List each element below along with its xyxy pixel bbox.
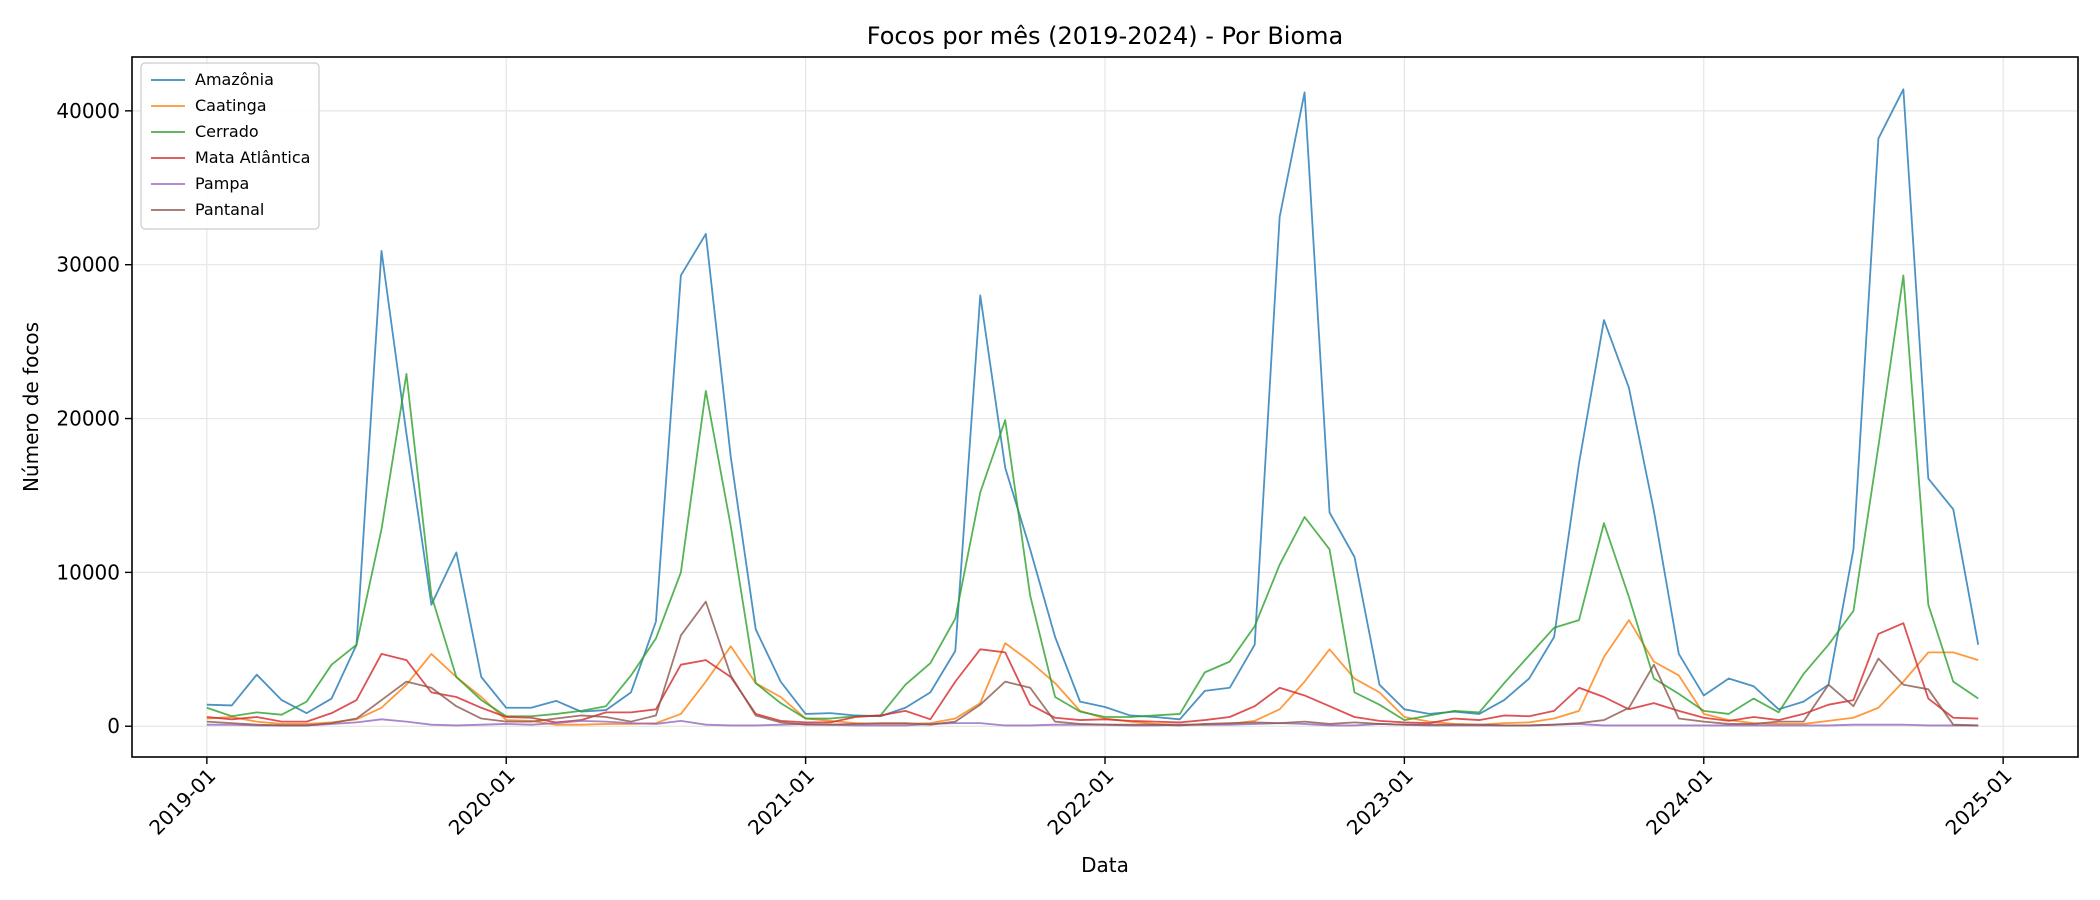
legend-box — [140, 62, 320, 230]
x-tick-label: 2020-01 — [444, 764, 520, 840]
y-tick-label: 20000 — [56, 407, 120, 431]
series-line-cerrado — [206, 274, 1979, 721]
legend-entry-label: Mata Atlântica — [195, 148, 310, 167]
legend-entry-label: Cerrado — [195, 122, 259, 141]
legend-entry-label: Pantanal — [195, 200, 264, 219]
x-axis-label: Data — [1081, 853, 1129, 877]
x-tick-label: 2023-01 — [1342, 764, 1418, 840]
series-line-pantanal — [206, 600, 1979, 727]
x-tick-label: 2024-01 — [1641, 764, 1717, 840]
y-axis-label: Número de focos — [19, 322, 43, 492]
y-tick-label: 40000 — [56, 99, 120, 123]
legend: Amazônia Caatinga Cerrado Mata Atlântica Pam… — [140, 62, 320, 230]
legend-entry-label: Caatinga — [195, 96, 267, 115]
y-tick-label: 10000 — [56, 560, 120, 584]
legend-entry-label: Amazônia — [195, 70, 274, 89]
y-axis: 0 10000 20000 30000 40000 — [56, 99, 132, 738]
x-tick-label: 2025-01 — [1941, 764, 2017, 840]
x-tick-label: 2021-01 — [743, 764, 819, 840]
grid — [132, 57, 2078, 757]
chart-title: Focos por mês (2019-2024) - Por Bioma — [867, 22, 1344, 50]
x-axis: 2019-01 2020-01 2021-01 2022-01 2023-01 2024-… — [144, 757, 2017, 840]
series-line-mata-atl-ntica — [206, 622, 1979, 725]
series-lines — [206, 88, 1980, 727]
x-tick-label: 2019-01 — [144, 764, 220, 840]
legend-entry-label: Pampa — [195, 174, 249, 193]
y-tick-label: 30000 — [56, 253, 120, 277]
series-line-amaz-nia — [206, 88, 1980, 721]
y-tick-label: 0 — [107, 714, 120, 738]
x-tick-label: 2022-01 — [1042, 764, 1118, 840]
